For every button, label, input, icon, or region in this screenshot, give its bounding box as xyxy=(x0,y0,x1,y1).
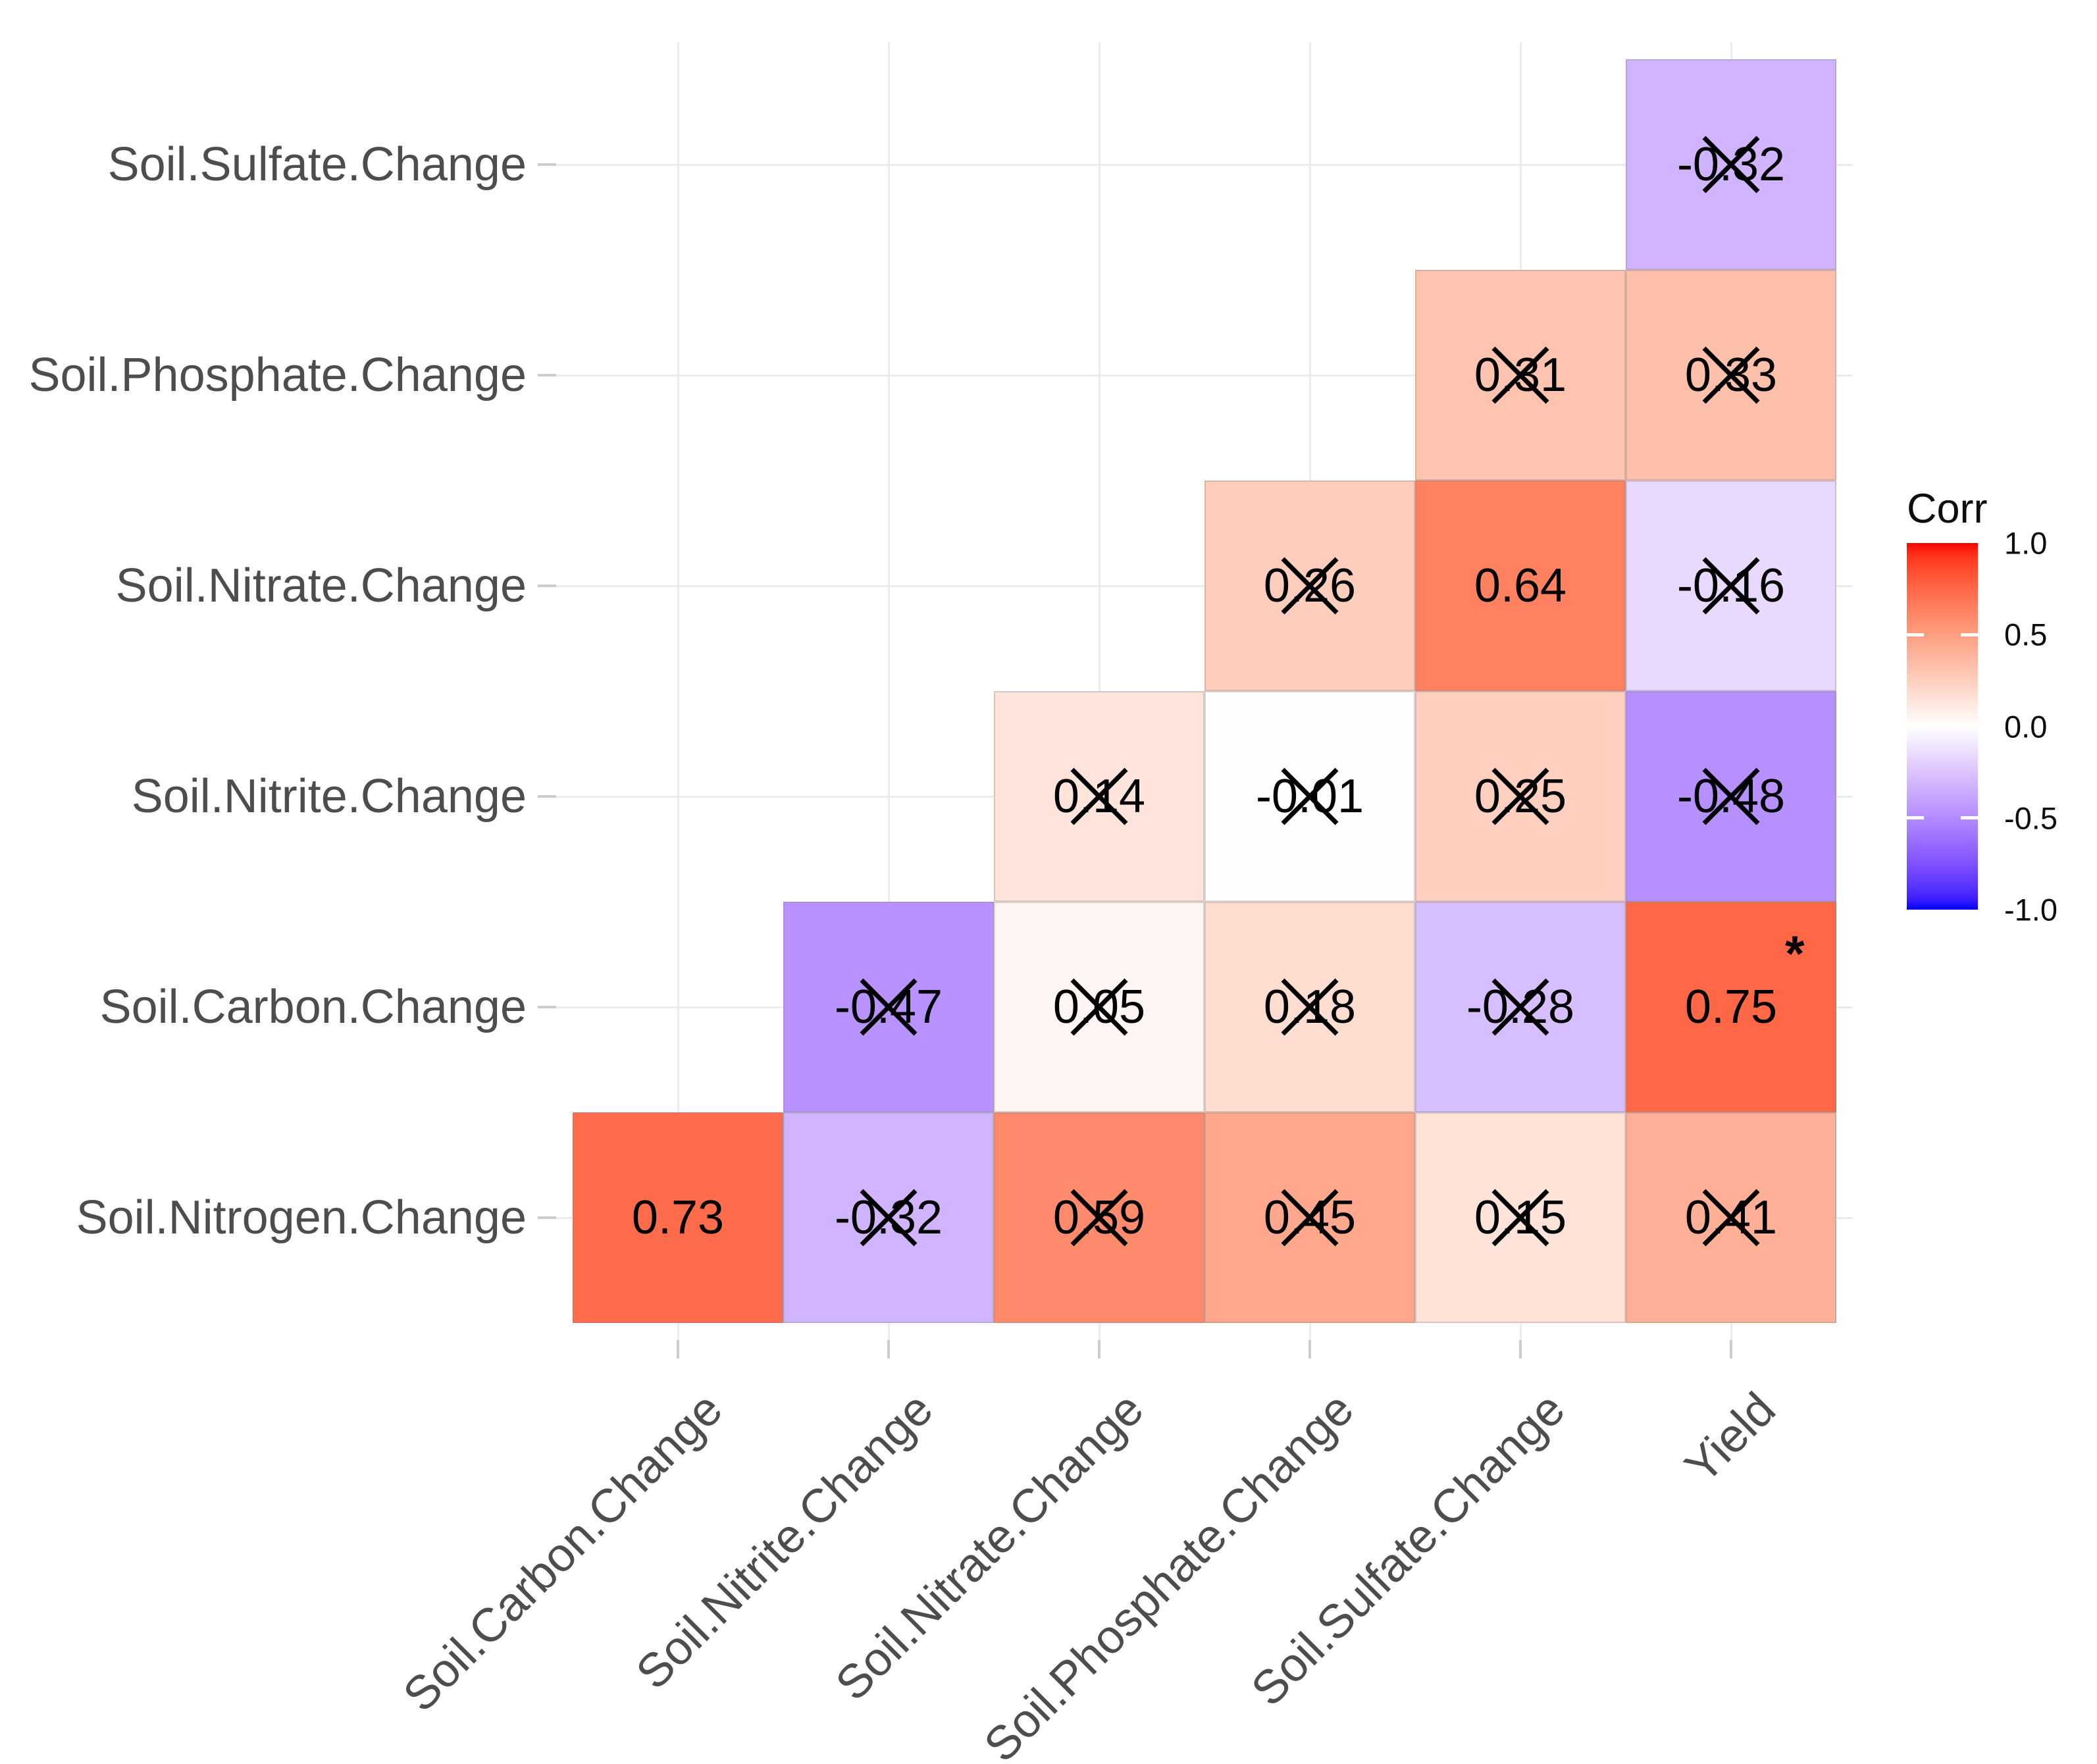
heatmap-cell: 0.05 xyxy=(994,902,1204,1112)
heatmap-cell: -0.48 xyxy=(1626,691,1836,902)
y-axis-label: Soil.Nitrite.Change xyxy=(131,770,527,823)
gridline-vertical xyxy=(677,42,679,1340)
x-axis-tick xyxy=(1308,1340,1311,1359)
legend-tick-label: 0.0 xyxy=(2004,709,2048,744)
y-axis-label: Soil.Nitrate.Change xyxy=(115,559,527,612)
legend-tick-label: 1.0 xyxy=(2004,525,2048,561)
x-axis-tick xyxy=(1519,1340,1522,1359)
heatmap-cell: 0.26 xyxy=(1204,480,1415,691)
legend-colorbar-tick xyxy=(1907,725,1924,728)
heatmap-cell: 0.64 xyxy=(1415,480,1626,691)
x-axis-label: Yield xyxy=(1674,1382,1786,1493)
heatmap-cell: -0.32 xyxy=(1626,59,1836,270)
heatmap-cell: 0.59 xyxy=(994,1112,1204,1323)
heatmap-cell: 0.75 * xyxy=(1626,902,1836,1112)
heatmap-cell: -0.16 xyxy=(1626,480,1836,691)
gridline-vertical xyxy=(887,42,890,1340)
y-axis-label: Soil.Sulfate.Change xyxy=(107,138,527,191)
heatmap-cell: 0.18 xyxy=(1204,902,1415,1112)
heatmap-cell: 0.33 xyxy=(1626,270,1836,480)
x-axis-tick xyxy=(677,1340,679,1359)
x-axis-tick xyxy=(887,1340,890,1359)
y-axis-tick xyxy=(538,584,556,587)
heatmap-cell: 0.14 xyxy=(994,691,1204,902)
heatmap-cell: 0.31 xyxy=(1415,270,1626,480)
heatmap-cell: 0.41 xyxy=(1626,1112,1836,1323)
heatmap-cell: -0.01 xyxy=(1204,691,1415,902)
x-axis-tick xyxy=(1098,1340,1100,1359)
legend-tick-label: 0.5 xyxy=(2004,617,2048,652)
y-axis-tick xyxy=(538,1006,556,1008)
cell-value: 0.64 xyxy=(1474,559,1567,612)
gridline-horizontal xyxy=(556,374,1853,376)
heatmap-cell: -0.47 xyxy=(783,902,994,1112)
y-axis-label: Soil.Carbon.Change xyxy=(99,981,527,1033)
y-axis-tick xyxy=(538,374,556,376)
legend-colorbar-tick xyxy=(1961,816,1978,820)
heatmap-cell: -0.32 xyxy=(783,1112,994,1323)
legend-title: Corr xyxy=(1907,486,1988,532)
heatmap-cell: 0.45 xyxy=(1204,1112,1415,1323)
heatmap-cell: 0.15 xyxy=(1415,1112,1626,1323)
x-axis-tick xyxy=(1730,1340,1732,1359)
x-axis-label: Soil.Phosphate.Change xyxy=(974,1382,1364,1764)
heatmap-cell: -0.28 xyxy=(1415,902,1626,1112)
cell-value: 0.73 xyxy=(631,1191,725,1244)
y-axis-tick xyxy=(538,163,556,166)
legend-colorbar-tick xyxy=(1961,725,1978,728)
heatmap-cell: 0.25 xyxy=(1415,691,1626,902)
significance-star: * xyxy=(1785,926,1805,982)
y-axis-tick xyxy=(538,795,556,798)
legend-colorbar-tick xyxy=(1907,633,1924,636)
y-axis-tick xyxy=(538,1216,556,1219)
legend-colorbar-tick xyxy=(1961,633,1978,636)
cell-value: 0.75 xyxy=(1684,981,1778,1033)
y-axis-label: Soil.Nitrogen.Change xyxy=(76,1191,527,1244)
legend-colorbar-tick xyxy=(1907,816,1924,820)
y-axis-label: Soil.Phosphate.Change xyxy=(28,349,527,402)
legend-tick-label: -1.0 xyxy=(2004,892,2058,927)
gridline-horizontal xyxy=(556,163,1853,166)
heatmap-cell: 0.73 xyxy=(573,1112,783,1323)
legend-tick-label: -0.5 xyxy=(2004,800,2058,836)
